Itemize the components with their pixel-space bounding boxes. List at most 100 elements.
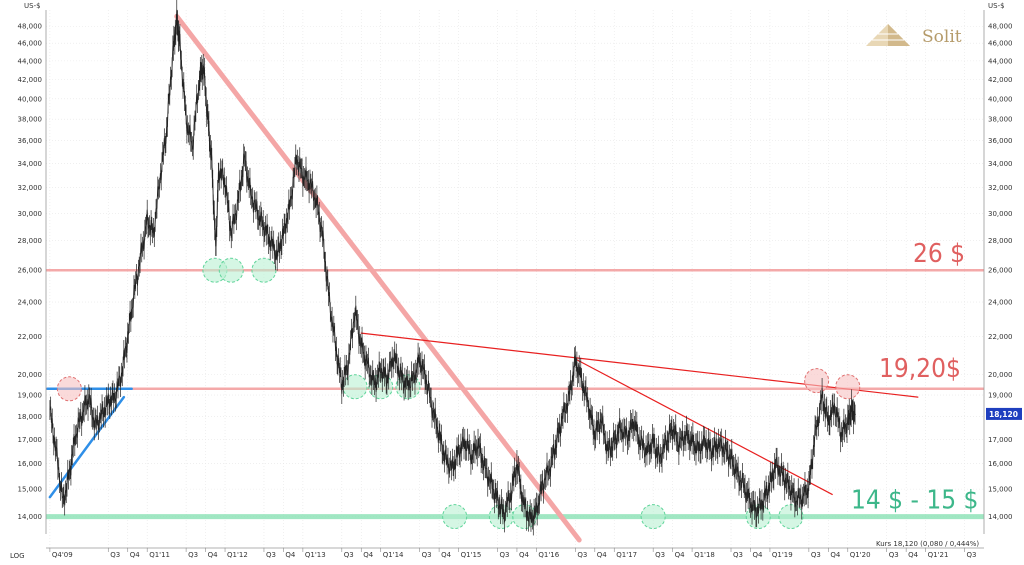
y-tick-label-left: 40,000: [18, 95, 43, 103]
y-tick-label-right: 36,000: [988, 137, 1013, 145]
y-tick-label-left: 22,000: [18, 333, 43, 341]
x-tick-label: Q1'14: [383, 551, 404, 559]
y-tick-label-right: 20,000: [988, 371, 1013, 379]
x-tick-label: Q1'11: [149, 551, 170, 559]
y-tick-label-right: 19,000: [988, 392, 1013, 400]
x-tick-label: Q1'12: [227, 551, 248, 559]
y-tick-label-left: 19,000: [18, 392, 43, 400]
support-marker: [251, 257, 277, 283]
solit-logo: Solit: [866, 24, 962, 47]
support-marker: [218, 257, 244, 283]
y-tick-label-right: 48,000: [988, 23, 1013, 31]
y-tick-label-left: 15,000: [18, 486, 43, 494]
x-tick-label: Q4: [908, 551, 919, 559]
resistance-marker: [804, 368, 830, 394]
support-marker: [342, 374, 368, 400]
support-marker: [442, 504, 468, 530]
y-tick-label-right: 17,000: [988, 436, 1013, 444]
x-tick-label: Q3: [889, 551, 899, 559]
x-tick-label: Q4: [208, 551, 219, 559]
y-tick-label-right: 30,000: [988, 210, 1013, 218]
axis-layer: 14,000 14,000 15,000 15,000 16,000 16,000 17,0…: [18, 10, 1013, 559]
y-tick-label-left: 28,000: [18, 237, 43, 245]
x-tick-label: Q1'19: [772, 551, 793, 559]
x-tick-label: Q3: [577, 551, 587, 559]
y-tick-label-left: 42,000: [18, 76, 43, 84]
y-tick-label-right: 40,000: [988, 95, 1013, 103]
x-tick-label: Q4: [519, 551, 530, 559]
grid-layer: [46, 10, 984, 548]
level-label: 26 $: [913, 239, 965, 269]
y-tick-label-right: 14,000: [988, 513, 1013, 521]
price-line: [49, 9, 856, 526]
currency-label-left: US-$: [24, 2, 41, 10]
level-label: 14 $ - 15 $: [851, 486, 978, 516]
x-tick-label: Q3: [188, 551, 198, 559]
level-label: 19,20$: [879, 354, 961, 384]
resistance-marker: [56, 376, 82, 402]
y-tick-label-right: 22,000: [988, 333, 1013, 341]
y-tick-label-left: 26,000: [18, 267, 43, 275]
x-tick-label: Q3: [110, 551, 120, 559]
x-tick-label: Q3: [655, 551, 665, 559]
support-marker: [640, 504, 666, 530]
logo-text: Solit: [922, 27, 962, 47]
x-tick-label: Q1'13: [305, 551, 326, 559]
x-tick-label: Q3: [266, 551, 276, 559]
trendline: [174, 13, 582, 543]
y-tick-label-left: 44,000: [18, 57, 43, 65]
y-tick-label-left: 30,000: [18, 210, 43, 218]
y-tick-label-left: 46,000: [18, 40, 43, 48]
current-price-box: [986, 407, 1022, 420]
x-tick-label: Q1'21: [928, 551, 949, 559]
resistance-marker: [835, 374, 861, 400]
y-tick-label-left: 48,000: [18, 23, 43, 31]
x-tick-label: Q3: [733, 551, 743, 559]
x-tick-label: Q4'09: [52, 551, 73, 559]
y-tick-label-right: 42,000: [988, 76, 1013, 84]
x-tick-label: Q4: [285, 551, 296, 559]
y-tick-label-left: 32,000: [18, 184, 43, 192]
y-tick-label-right: 34,000: [988, 160, 1013, 168]
currency-label-right: US-$: [988, 2, 1005, 10]
y-tick-label-left: 17,000: [18, 436, 43, 444]
x-tick-label: Q3: [344, 551, 354, 559]
x-tick-label: Q3: [422, 551, 432, 559]
x-tick-label: Q4: [363, 551, 374, 559]
y-tick-label-left: 16,000: [18, 460, 43, 468]
y-tick-label-right: 46,000: [988, 40, 1013, 48]
x-tick-label: Q3: [499, 551, 509, 559]
label-layer: 18,120 26 $ 19,20$ 14 $ - 15 $: [851, 239, 1022, 516]
x-tick-label: Q4: [597, 551, 608, 559]
y-tick-label-left: 38,000: [18, 116, 43, 124]
y-tick-label-right: 44,000: [988, 57, 1013, 65]
x-tick-label: Q4: [752, 551, 763, 559]
footer-price-text: Kurs 18,120 (0,080 / 0,444%): [876, 540, 979, 548]
series-layer: [49, 0, 856, 536]
y-tick-label-right: 38,000: [988, 116, 1013, 124]
y-tick-label-left: 36,000: [18, 137, 43, 145]
scale-label: LOG: [10, 552, 25, 560]
x-tick-label: Q4: [441, 551, 452, 559]
x-tick-label: Q1'15: [461, 551, 482, 559]
y-tick-label-right: 32,000: [988, 184, 1013, 192]
y-tick-label-right: 24,000: [988, 299, 1013, 307]
y-tick-label-left: 34,000: [18, 160, 43, 168]
x-tick-label: Q1'18: [694, 551, 715, 559]
x-tick-label: Q1'20: [850, 551, 871, 559]
y-tick-label-left: 14,000: [18, 513, 43, 521]
current-price-label: 18,120: [989, 410, 1018, 419]
x-tick-label: Q1'16: [538, 551, 559, 559]
x-tick-label: Q4: [675, 551, 686, 559]
y-tick-label-left: 20,000: [18, 371, 43, 379]
x-tick-label: Q3: [811, 551, 821, 559]
y-tick-label-right: 26,000: [988, 267, 1013, 275]
y-tick-label-right: 15,000: [988, 486, 1013, 494]
x-tick-label: Q1'17: [616, 551, 637, 559]
x-tick-label: Q4: [130, 551, 141, 559]
y-tick-label-right: 28,000: [988, 237, 1013, 245]
y-tick-label-right: 16,000: [988, 460, 1013, 468]
